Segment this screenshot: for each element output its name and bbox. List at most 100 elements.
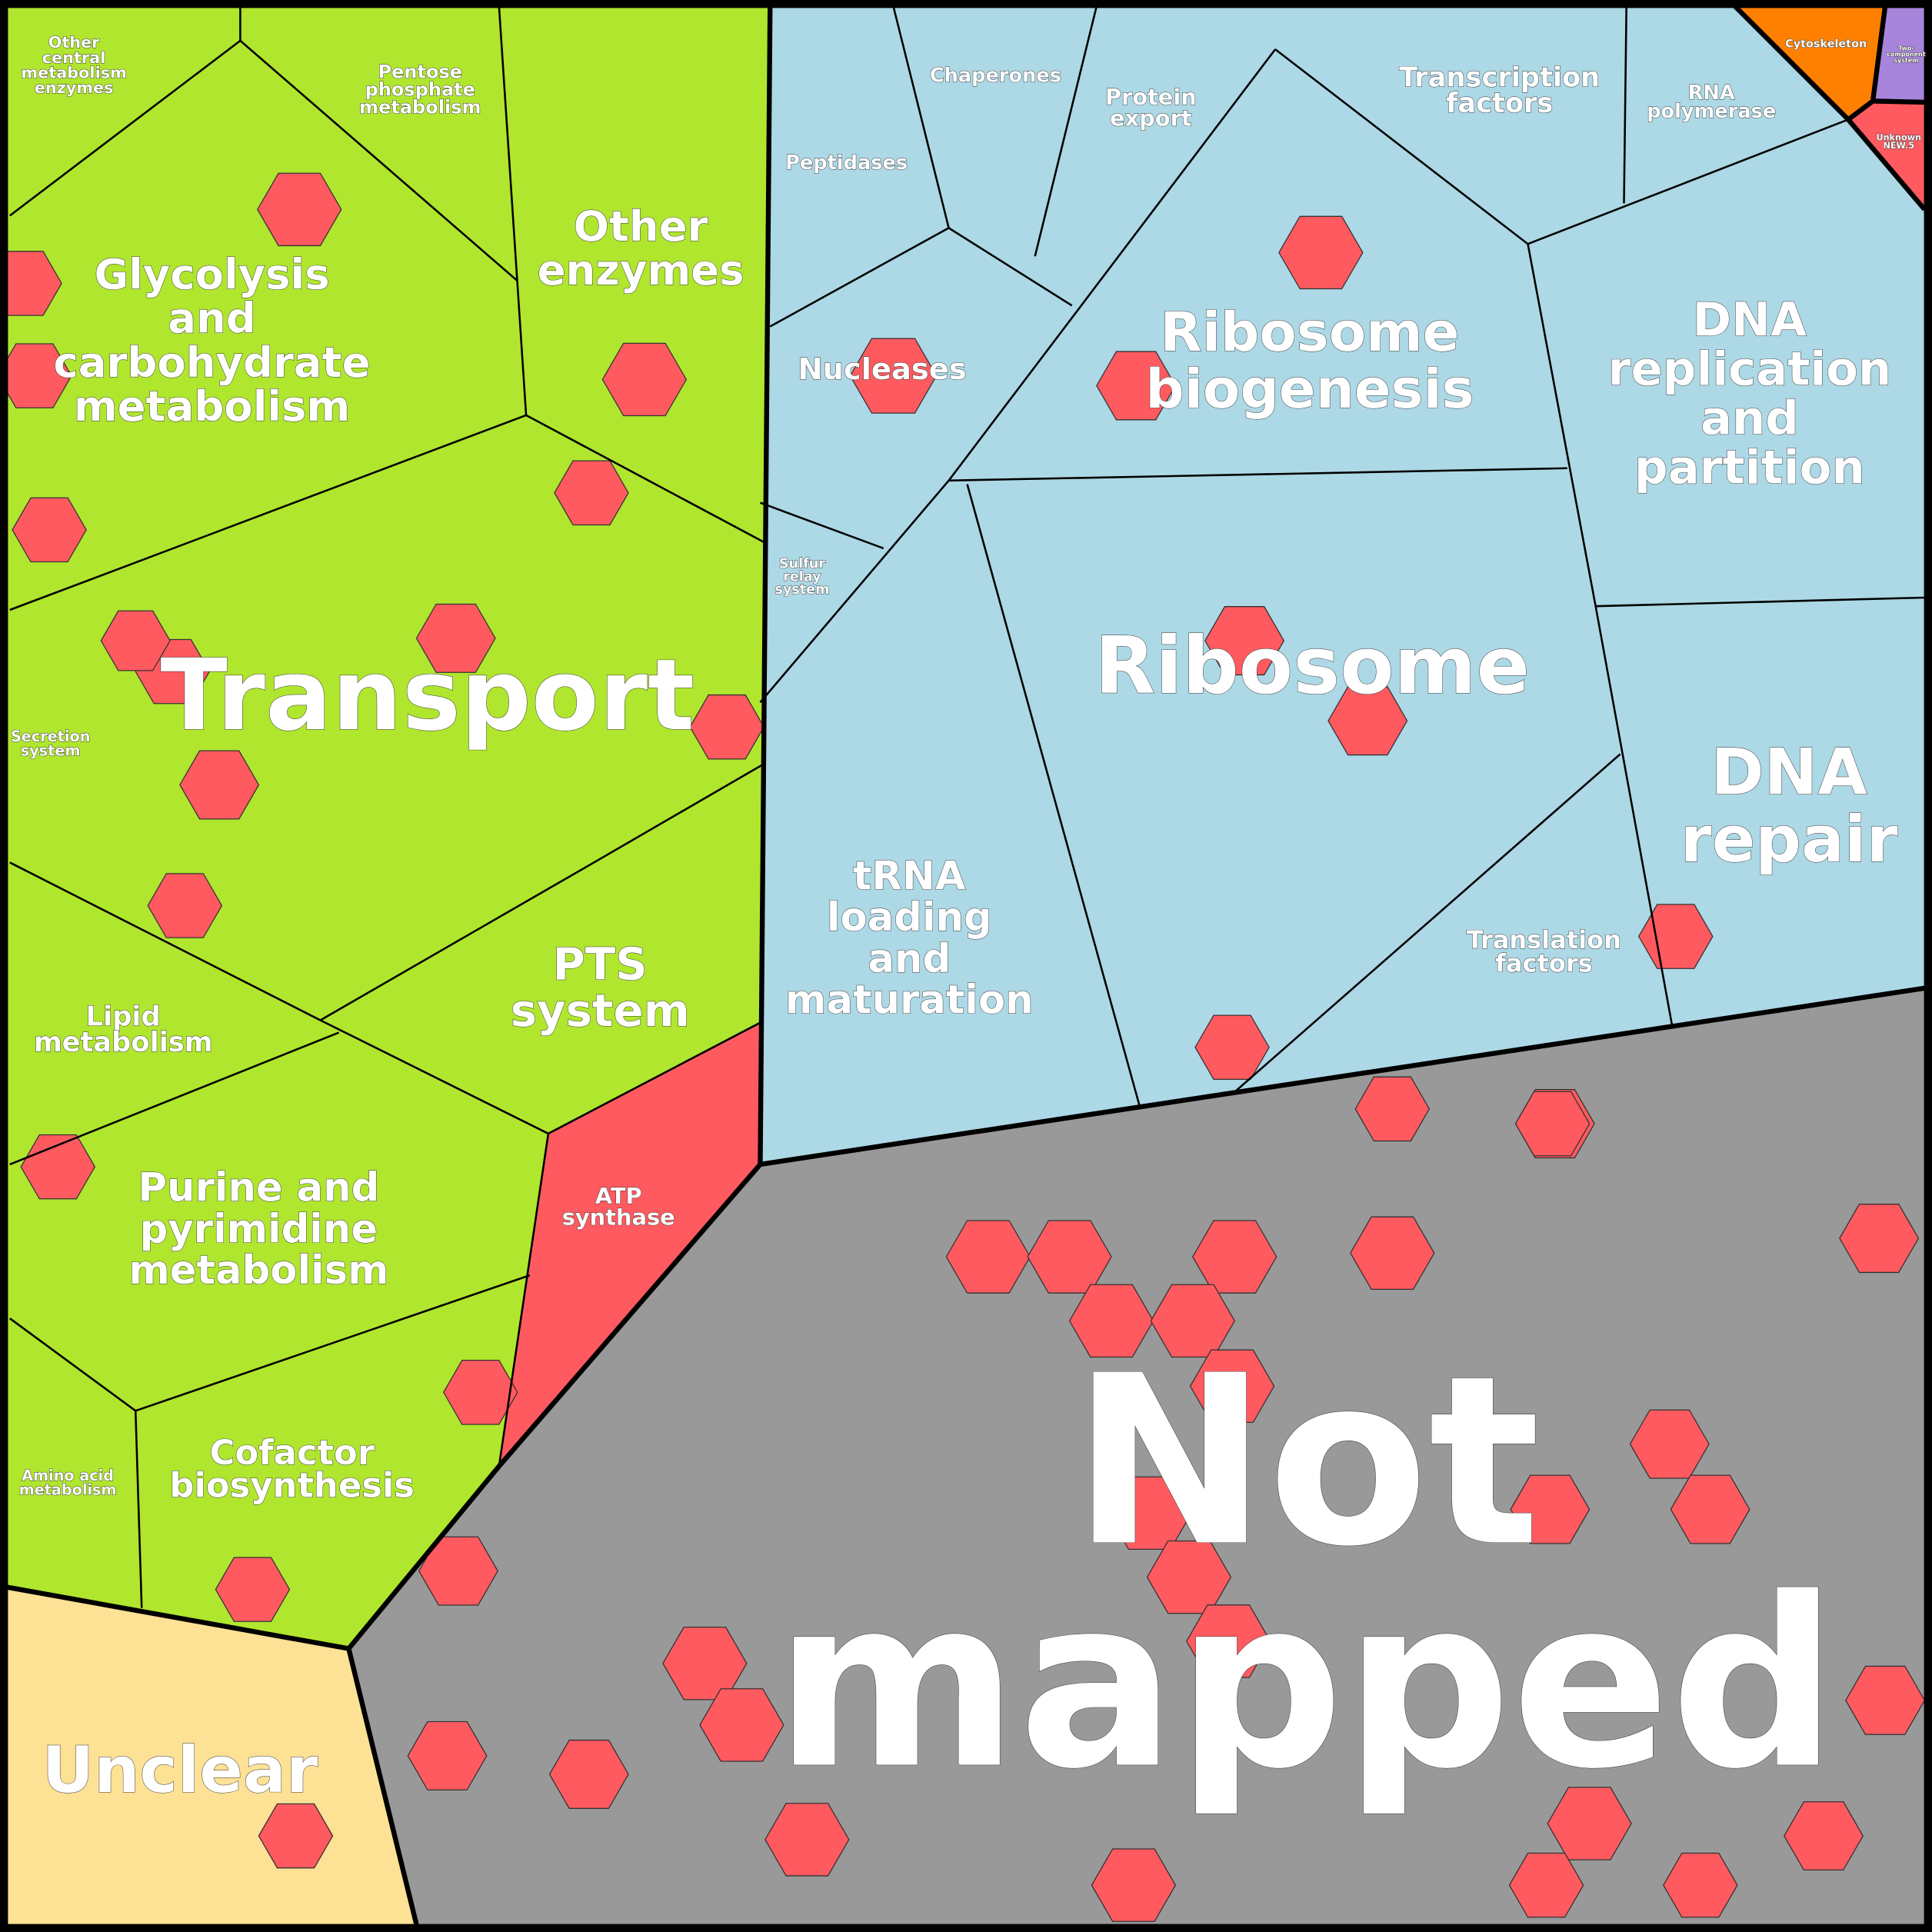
highlighted-protein-cell — [849, 338, 938, 414]
label-line: Transcription — [1399, 62, 1600, 94]
label-two-component: Two-component system — [1887, 45, 1926, 63]
highlighted-protein-cell — [1186, 1604, 1271, 1678]
label-line: maturation — [785, 978, 1034, 1024]
label-line: Amino acid — [22, 1467, 114, 1484]
label-line: partition — [1634, 440, 1865, 495]
highlighted-protein-cell — [1278, 215, 1364, 290]
region-unknown-new5[interactable] — [1848, 101, 1925, 210]
label-line: Secretion — [11, 728, 90, 745]
label-line: Cytoskeleton — [1785, 38, 1867, 51]
label-line: ATP — [595, 1183, 642, 1209]
label-line: loading — [827, 894, 992, 941]
label-line: DNA — [1693, 292, 1807, 347]
label-line: metabolism — [21, 63, 126, 82]
label-line: metabolism — [359, 96, 481, 118]
label-translation: Translation factors — [1467, 925, 1621, 978]
highlighted-protein-cell — [548, 1739, 629, 1809]
region-genetic-information[interactable] — [760, 6, 1925, 1164]
label-line: NEW.5 — [1883, 141, 1914, 151]
label-line: Nucleases — [798, 352, 966, 387]
label-transcription: Transcription factors — [1399, 62, 1600, 119]
labels: Other central metabolism enzymes Pentose phos… — [10, 33, 1926, 1821]
label-line: export — [1110, 105, 1192, 132]
label-rna-pol: RNA polymerase — [1647, 82, 1776, 123]
label-line: DNA — [1710, 734, 1867, 809]
label-line: Lipid — [86, 1001, 161, 1032]
label-line: carbohydrate — [54, 338, 371, 387]
highlighted-protein-cell — [764, 1803, 850, 1877]
highlighted-protein-cell — [699, 1688, 784, 1762]
label-line: enzymes — [538, 245, 744, 295]
label-other-central: Other central metabolism enzymes — [21, 33, 126, 97]
label-line: factors — [1495, 948, 1593, 978]
sub-boundaries — [9, 5, 1925, 1608]
label-line: system — [511, 984, 690, 1037]
label-transport: Transport — [161, 638, 695, 753]
label-line: central — [42, 48, 106, 67]
highlighted-protein-cell — [1091, 1848, 1177, 1922]
label-purine: Purine and pyrimidine metabolism — [128, 1165, 388, 1294]
label-line: repair — [1681, 802, 1898, 877]
label-line: Ribosome — [1161, 300, 1460, 363]
highlighted-protein-cell — [418, 1536, 498, 1606]
highlighted-protein-cell — [1350, 1216, 1435, 1291]
label-line: Unknown — [1876, 132, 1921, 142]
label-line: Purine and — [138, 1165, 380, 1211]
highlighted-protein-cell — [147, 873, 223, 938]
highlighted-protein-cell — [1547, 1787, 1632, 1860]
label-line: Peptidases — [785, 152, 908, 175]
highlighted-protein-cell — [689, 694, 765, 760]
label-dna-replication: DNA replication and partition — [1607, 292, 1891, 495]
highlighted-protein-cell — [1327, 686, 1408, 756]
label-line: Glycolysis — [94, 250, 329, 299]
label-line: biosynthesis — [169, 1465, 415, 1506]
label-line: factors — [1446, 88, 1553, 119]
highlighted-protein-cell — [1096, 351, 1177, 421]
label-line: RNA — [1688, 82, 1735, 105]
label-line: Two- — [1898, 45, 1914, 52]
region-cytoskeleton[interactable] — [1734, 6, 1886, 120]
label-line: Not — [1071, 1325, 1540, 1598]
region-two-component-system[interactable] — [1873, 6, 1925, 102]
label-protein-export: Protein export — [1105, 84, 1197, 131]
label-cofactor: Cofactor biosynthesis — [169, 1432, 415, 1506]
highlighted-protein-cell — [1194, 1014, 1270, 1081]
highlighted-protein-cell — [20, 1134, 96, 1200]
label-line: system — [774, 582, 829, 598]
highlighted-protein-cell — [257, 172, 342, 247]
highlighted-protein-cell — [1354, 1076, 1431, 1142]
label-line: and — [168, 294, 256, 343]
region-atp-synthase[interactable] — [498, 1022, 761, 1467]
label-line: Translation — [1467, 925, 1621, 954]
label-line: pyrimidine — [140, 1206, 378, 1252]
label-cytoskeleton: Cytoskeleton — [1785, 38, 1867, 51]
label-secretion: Secretion system — [11, 728, 90, 759]
highlighted-protein-cell — [1514, 1091, 1591, 1157]
highlighted-protein-cell — [1068, 1284, 1154, 1358]
highlighted-protein-cell — [1670, 1474, 1750, 1544]
highlighted-protein-cell — [407, 1720, 488, 1790]
label-line: Ribosome — [1094, 621, 1530, 712]
label-ribosome-biogenesis: Ribosome biogenesis — [1145, 300, 1474, 420]
highlighted-protein-cell — [100, 610, 171, 671]
label-pentose: Pentose phosphate metabolism — [359, 62, 481, 118]
label-line: metabolism — [74, 381, 350, 431]
label-line: tRNA — [853, 853, 966, 899]
highlighted-protein-cell — [1839, 1204, 1920, 1274]
label-unknown: Unknown NEW.5 — [1876, 132, 1921, 151]
label-line: and — [1700, 391, 1799, 445]
highlighted-protein-cell — [258, 1803, 334, 1869]
label-line: Unclear — [42, 1733, 318, 1807]
highlighted-protein-cell — [1189, 1349, 1275, 1424]
highlighted-protein-cell — [1204, 606, 1285, 676]
highlighted-protein-cell — [1510, 1474, 1591, 1544]
label-peptidases: Peptidases — [785, 152, 908, 175]
highlighted-protein-cell — [1845, 1665, 1926, 1735]
label-line: enzymes — [35, 78, 114, 97]
highlighted-protein-cell — [601, 342, 688, 417]
label-line: and — [868, 936, 951, 982]
label-line: phosphate — [365, 78, 475, 100]
label-other-enzymes: Other enzymes — [538, 202, 744, 295]
